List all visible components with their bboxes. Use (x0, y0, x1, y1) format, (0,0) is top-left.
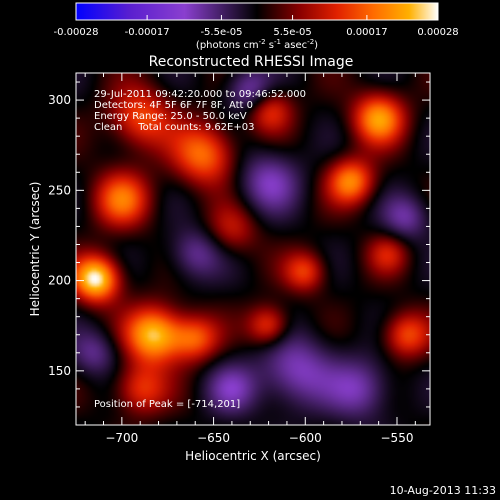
colorbar-ticks: -0.00028 -0.00017 -5.5e-05 5.5e-05 0.00017 0.… (54, 15, 459, 38)
x-tick-label: −550 (381, 431, 414, 445)
colorbar-units: (photons cm-2 s-1 asec-2) (196, 38, 318, 51)
annotation-block: 29-Jul-2011 09:42:20.000 to 09:46:52.000… (94, 89, 306, 133)
footer-timestamp: 10-Aug-2013 11:33 (390, 484, 496, 497)
x-axis: −700 −650 −600 −550 (84, 73, 416, 445)
colorbar: -0.00028 -0.00017 -5.5e-05 5.5e-05 0.00017 0.… (54, 2, 459, 51)
annotation-total-counts: Clean Total counts: 9.62E+03 (94, 122, 254, 133)
plot-frame (75, 72, 431, 426)
x-axis-label: Heliocentric X (arcsec) (185, 449, 321, 463)
annotation-energy-range: Energy Range: 25.0 - 50.0 keV (94, 111, 247, 122)
heatmap-raster (76, 73, 430, 425)
colorbar-tick-label: -5.5e-05 (200, 27, 242, 38)
peak-position-label: Position of Peak = [-714,201] (94, 399, 240, 410)
colorbar-gradient (75, 2, 439, 21)
y-tick-label: 250 (48, 183, 71, 197)
x-tick-label: −600 (289, 431, 322, 445)
x-tick-label: −650 (197, 431, 230, 445)
colorbar-tick-label: 5.5e-05 (273, 27, 311, 38)
colorbar-tick-label: -0.00028 (54, 27, 99, 38)
heatmap-image (76, 73, 430, 425)
colorbar-tick-label: -0.00017 (125, 27, 170, 38)
y-tick-label: 200 (48, 274, 71, 288)
x-tick-label: −700 (105, 431, 138, 445)
colorbar-tick-label: 0.00028 (417, 27, 458, 38)
y-axis-label: Heliocentric Y (arcsec) (28, 182, 42, 317)
y-axis: 150 200 250 300 (48, 81, 430, 408)
y-tick-label: 150 (48, 364, 71, 378)
annotation-detectors: Detectors: 4F 5F 6F 7F 8F, Att 0 (94, 100, 253, 111)
y-tick-label: 300 (48, 93, 71, 107)
annotation-time-range: 29-Jul-2011 09:42:20.000 to 09:46:52.000 (94, 89, 306, 100)
chart-title: Reconstructed RHESSI Image (149, 54, 354, 70)
colorbar-tick-label: 0.00017 (346, 27, 387, 38)
